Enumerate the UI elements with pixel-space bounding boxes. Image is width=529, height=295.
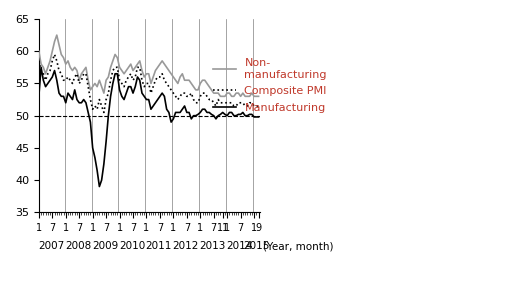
Text: 2011: 2011: [145, 241, 172, 251]
Text: 2015: 2015: [243, 241, 269, 251]
Text: 2010: 2010: [119, 241, 145, 251]
Legend: Non-
manufacturing, Composite PMI, Manufacturing: Non- manufacturing, Composite PMI, Manuf…: [209, 54, 332, 117]
Text: 2013: 2013: [199, 241, 226, 251]
Text: 2008: 2008: [65, 241, 91, 251]
Text: (Year, month): (Year, month): [263, 241, 334, 251]
Text: 2012: 2012: [172, 241, 199, 251]
Text: 2009: 2009: [92, 241, 118, 251]
Text: 2007: 2007: [38, 241, 65, 251]
Text: 2014: 2014: [226, 241, 253, 251]
